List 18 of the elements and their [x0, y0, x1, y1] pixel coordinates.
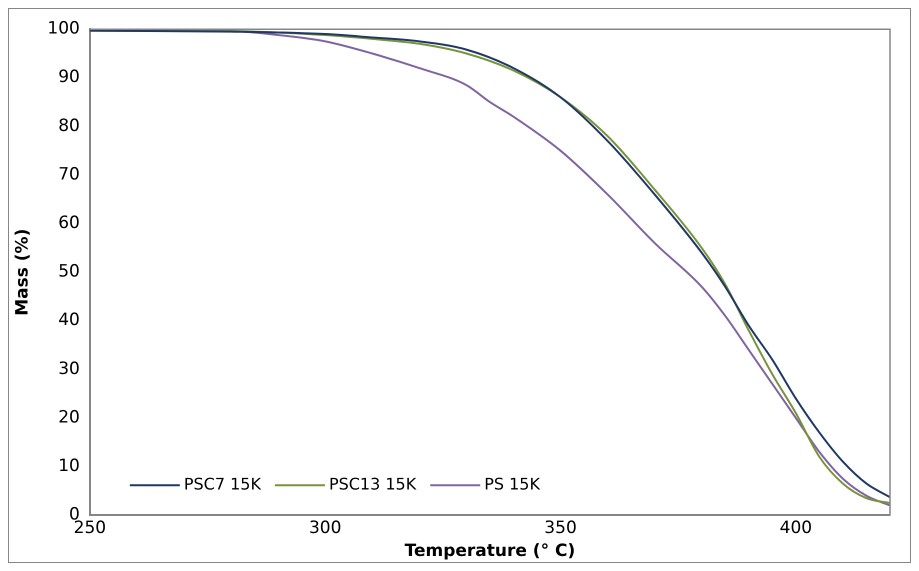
- y-tick-label: 30: [58, 358, 80, 379]
- x-axis-title: Temperature (° C): [404, 541, 576, 562]
- legend-label: PSC13 15K: [328, 474, 417, 494]
- x-tick-label: 400: [780, 518, 812, 538]
- y-tick-label: 80: [58, 116, 80, 136]
- x-tick-label: 350: [544, 518, 577, 538]
- y-tick-label: 100: [47, 18, 80, 39]
- y-axis-title: Mass (%): [12, 228, 33, 316]
- legend-label: PS 15K: [484, 474, 540, 494]
- y-tick-label: 50: [58, 262, 80, 282]
- legend-label: PSC7 15K: [184, 474, 262, 494]
- y-tick-label: 90: [58, 67, 80, 88]
- y-tick-label: 60: [58, 213, 80, 234]
- y-tick-label: 10: [58, 456, 80, 476]
- x-tick-label: 300: [308, 518, 342, 538]
- y-tick-label: 40: [58, 310, 80, 330]
- y-tick-label: 20: [58, 407, 80, 428]
- y-tick-label: 70: [58, 164, 80, 184]
